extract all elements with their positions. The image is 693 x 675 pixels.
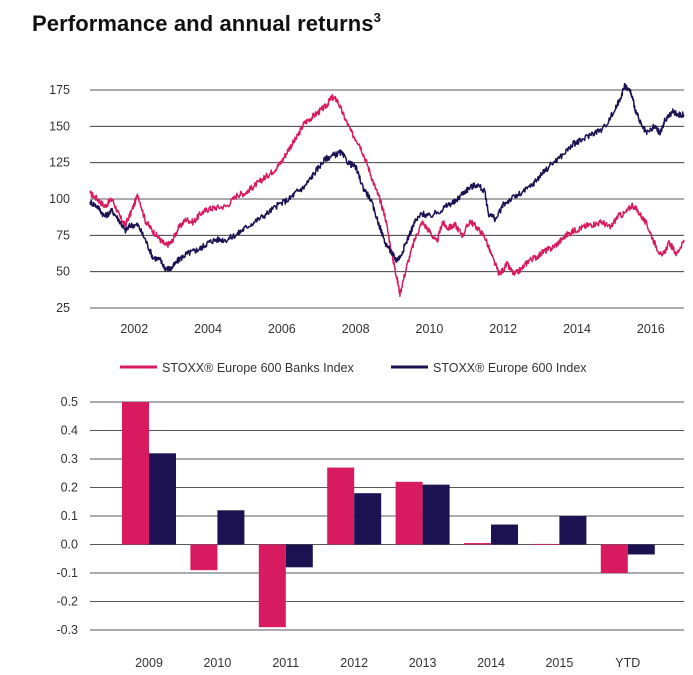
bar-index (559, 516, 587, 545)
bar-y-tick-label: 0.4 (61, 424, 78, 438)
bar-y-tick-label: 0.5 (61, 395, 78, 409)
bar-banks (532, 543, 560, 545)
line-x-tick-label: 2016 (637, 322, 665, 336)
bar-index (354, 493, 382, 545)
bar-banks (327, 467, 355, 545)
line-x-tick-label: 2010 (416, 322, 444, 336)
line-y-tick-label: 75 (56, 228, 70, 242)
bar-category-label: 2010 (203, 656, 231, 670)
bar-category-label: 2011 (272, 656, 299, 670)
legend-label-index: STOXX® Europe 600 Index (433, 361, 587, 375)
bar-banks (258, 544, 286, 628)
line-x-tick-label: 2004 (194, 322, 222, 336)
line-x-tick-label: 2002 (120, 322, 148, 336)
bar-index (422, 484, 450, 545)
bar-banks (395, 481, 423, 545)
bar-category-label: 2012 (340, 656, 368, 670)
bar-category-label: 2013 (409, 656, 437, 670)
legend-label-banks: STOXX® Europe 600 Banks Index (162, 361, 354, 375)
line-y-tick-label: 100 (49, 192, 70, 206)
bar-y-tick-label: -0.2 (56, 595, 78, 609)
line-y-tick-label: 175 (49, 83, 70, 97)
line-x-tick-label: 2006 (268, 322, 296, 336)
bar-index (627, 544, 655, 555)
bar-y-tick-label: 0.3 (61, 452, 78, 466)
page-title-text: Performance and annual returns (32, 11, 374, 36)
line-y-tick-label: 25 (56, 301, 70, 315)
bar-category-label: 2015 (545, 656, 573, 670)
series-line-index (89, 82, 685, 272)
series-line-banks (89, 94, 685, 298)
line-x-tick-label: 2012 (489, 322, 517, 336)
bar-y-tick-label: 0.0 (61, 538, 78, 552)
bar-banks (122, 402, 149, 545)
bar-index (217, 510, 245, 545)
line-y-tick-label: 125 (49, 156, 70, 170)
bar-index (491, 524, 518, 545)
bar-y-tick-label: -0.1 (56, 566, 78, 580)
bar-banks (464, 543, 491, 545)
title-footnote: 3 (373, 10, 381, 25)
bar-category-label: 2014 (477, 656, 505, 670)
bar-index (285, 544, 313, 568)
bar-category-label: 2009 (135, 656, 163, 670)
line-y-tick-label: 50 (56, 265, 70, 279)
bar-y-tick-label: 0.1 (61, 509, 78, 523)
page-title: Performance and annual returns3 (32, 10, 381, 37)
bar-banks (600, 544, 628, 573)
bar-category-label: YTD (615, 656, 640, 670)
bar-y-tick-label: 0.2 (61, 481, 78, 495)
bar-banks (190, 544, 218, 571)
line-x-tick-label: 2014 (563, 322, 591, 336)
bar-index (149, 453, 176, 545)
bar-y-tick-label: -0.3 (56, 623, 78, 637)
line-y-tick-label: 150 (49, 119, 70, 133)
line-x-tick-label: 2008 (342, 322, 370, 336)
